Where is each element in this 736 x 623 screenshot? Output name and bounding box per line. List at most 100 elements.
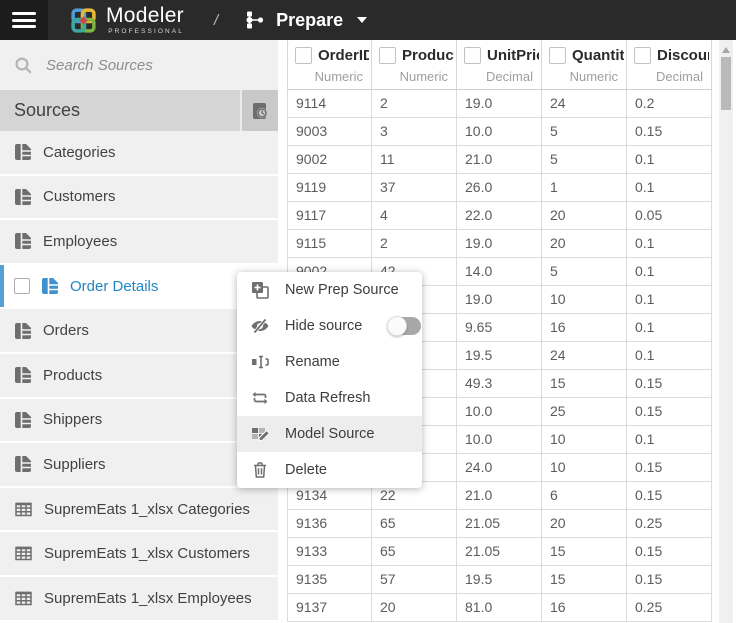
menu-item-rename[interactable]: Rename (237, 344, 422, 380)
spreadsheet-icon (14, 544, 33, 563)
table-cell: 0.15 (627, 370, 712, 398)
sidebar-item-customers[interactable]: Customers (0, 176, 278, 219)
menu-item-delete[interactable]: Delete (237, 452, 422, 488)
sidebar-item-employees[interactable]: Employees (0, 220, 278, 263)
table-row: 9115219.0200.1 (287, 230, 712, 258)
table-cell: 5 (542, 258, 627, 286)
table-cell: 0.15 (627, 538, 712, 566)
chevron-down-icon (357, 17, 367, 23)
table-cell: 0.1 (627, 314, 712, 342)
table-cell: 20 (542, 202, 627, 230)
table-cell: 9003 (287, 118, 372, 146)
app-logo: Modeler PROFESSIONAL (70, 5, 184, 35)
column-checkbox[interactable] (464, 47, 481, 64)
sidebar-item-categories[interactable]: Categories (0, 131, 278, 174)
table-cell: 21.05 (457, 510, 542, 538)
menu-item-label: Data Refresh (285, 390, 370, 406)
column-checkbox[interactable] (634, 47, 651, 64)
source-checkbox[interactable] (14, 278, 30, 294)
table-cell: 9136 (287, 510, 372, 538)
table-source-icon (14, 232, 32, 250)
table-cell: 20 (542, 230, 627, 258)
table-cell: 26.0 (457, 174, 542, 202)
column-checkbox[interactable] (379, 47, 396, 64)
breadcrumb-separator: / (214, 12, 218, 29)
column-name: OrderID (318, 47, 369, 64)
table-cell: 10 (542, 426, 627, 454)
table-cell: 19.0 (457, 286, 542, 314)
refresh-all-sources-button[interactable] (240, 90, 278, 131)
table-source-icon (14, 366, 32, 384)
table-source-icon (14, 455, 32, 473)
table-cell: 21.0 (457, 146, 542, 174)
document-history-icon (251, 102, 269, 120)
table-source-icon (41, 277, 59, 295)
table-cell: 10.0 (457, 398, 542, 426)
mode-dropdown[interactable]: Prepare (244, 9, 367, 31)
menu-item-new-prep-source[interactable]: New Prep Source (237, 272, 422, 308)
table-cell: 0.15 (627, 482, 712, 510)
table-source-icon (14, 411, 32, 429)
table-cell: 0.1 (627, 174, 712, 202)
column-header-discount[interactable]: DiscountDecimal (627, 40, 712, 90)
table-cell: 37 (372, 174, 457, 202)
sidebar-item-supremeats-1-xlsx-employees[interactable]: SupremEats 1_xlsx Employees (0, 577, 278, 620)
table-cell: 0.15 (627, 454, 712, 482)
trash-icon (250, 460, 270, 480)
table-cell: 16 (542, 594, 627, 622)
brand-name: Modeler (106, 5, 184, 26)
column-header-productid[interactable]: ProductIDNumeric (372, 40, 457, 90)
table-cell: 2 (372, 230, 457, 258)
column-header-unitprice[interactable]: UnitPriceDecimal (457, 40, 542, 90)
sidebar-item-label: SupremEats 1_xlsx Customers (44, 545, 250, 562)
table-cell: 20 (372, 594, 457, 622)
column-checkbox[interactable] (295, 47, 312, 64)
menu-item-hide-source[interactable]: Hide source (237, 308, 422, 344)
column-header-orderid[interactable]: OrderID Numeric (287, 40, 372, 90)
column-header-quantity[interactable]: QuantityNumeric (542, 40, 627, 90)
column-checkbox[interactable] (549, 47, 566, 64)
search-input[interactable] (46, 57, 236, 74)
sidebar-item-label: Products (43, 367, 102, 384)
table-cell: 0.05 (627, 202, 712, 230)
rename-icon (250, 352, 270, 372)
table-cell: 9119 (287, 174, 372, 202)
sources-header-label: Sources (14, 100, 80, 121)
eye-off-icon (250, 316, 270, 336)
table-cell: 4 (372, 202, 457, 230)
hamburger-menu-button[interactable] (0, 0, 48, 40)
table-cell: 24.0 (457, 454, 542, 482)
sidebar-item-label: Orders (43, 322, 89, 339)
hide-source-toggle[interactable] (389, 317, 421, 335)
table-cell: 10 (542, 454, 627, 482)
menu-item-model-source[interactable]: Model Source (237, 416, 422, 452)
sidebar-item-label: Customers (43, 188, 116, 205)
table-cell: 9.65 (457, 314, 542, 342)
column-type: Numeric (315, 69, 363, 84)
sidebar-item-supremeats-1-xlsx-categories[interactable]: SupremEats 1_xlsx Categories (0, 488, 278, 531)
table-cell: 24 (542, 342, 627, 370)
column-type: Decimal (656, 69, 703, 84)
vertical-scrollbar[interactable] (719, 40, 733, 623)
brand-subtitle: PROFESSIONAL (108, 28, 184, 35)
sidebar-item-supremeats-1-xlsx-customers[interactable]: SupremEats 1_xlsx Customers (0, 532, 278, 575)
table-cell: 15 (542, 538, 627, 566)
table-cell: 65 (372, 510, 457, 538)
scroll-up-arrow[interactable] (722, 47, 730, 53)
column-name: ProductID (402, 47, 454, 64)
sidebar-item-label: SupremEats 1_xlsx Employees (44, 590, 252, 607)
menu-item-data-refresh[interactable]: Data Refresh (237, 380, 422, 416)
table-cell: 0.1 (627, 146, 712, 174)
table-cell: 19.5 (457, 566, 542, 594)
table-cell: 5 (542, 118, 627, 146)
prepare-icon (244, 9, 266, 31)
table-cell: 21.0 (457, 482, 542, 510)
table-cell: 10.0 (457, 426, 542, 454)
column-name: UnitPrice (487, 47, 539, 64)
table-cell: 0.25 (627, 594, 712, 622)
table-cell: 15 (542, 566, 627, 594)
table-cell: 1 (542, 174, 627, 202)
scrollbar-thumb[interactable] (721, 57, 731, 110)
table-cell: 0.1 (627, 258, 712, 286)
source-context-menu: New Prep SourceHide sourceRename Data Ref… (237, 272, 422, 488)
